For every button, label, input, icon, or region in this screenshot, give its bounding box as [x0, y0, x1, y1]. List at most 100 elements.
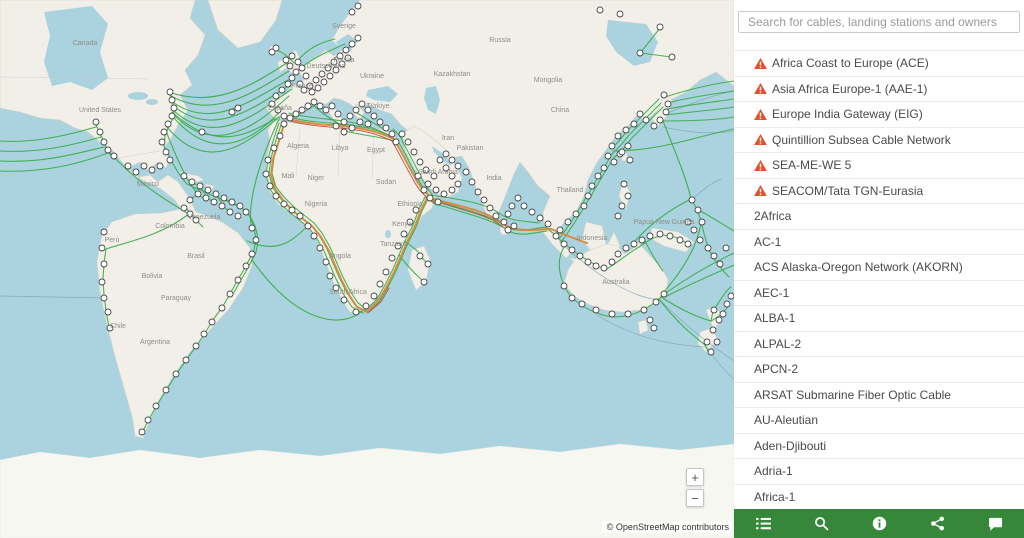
landing-station-dot[interactable]: [272, 44, 280, 52]
cable-path[interactable]: [298, 38, 336, 60]
toolbar-search-button[interactable]: [808, 514, 835, 533]
cable-path[interactable]: [173, 95, 290, 136]
landing-station-dot[interactable]: [578, 300, 586, 308]
landing-station-dot[interactable]: [704, 244, 712, 252]
landing-station-dot[interactable]: [514, 194, 522, 202]
landing-station-dot[interactable]: [170, 104, 178, 112]
landing-station-dot[interactable]: [304, 222, 312, 230]
landing-station-dot[interactable]: [614, 250, 622, 258]
landing-station-dot[interactable]: [316, 244, 324, 252]
cable-path[interactable]: [640, 52, 672, 58]
landing-station-dot[interactable]: [656, 230, 664, 238]
cable-path[interactable]: [249, 116, 281, 231]
landing-station-dot[interactable]: [358, 100, 366, 108]
landing-station-dot[interactable]: [486, 204, 494, 212]
landing-station-dot[interactable]: [426, 194, 434, 202]
cable-path[interactable]: [105, 213, 190, 250]
cable-path[interactable]: [172, 88, 293, 129]
landing-station-dot[interactable]: [600, 264, 608, 272]
landing-station-dot[interactable]: [715, 316, 723, 324]
landing-station-dot[interactable]: [106, 324, 114, 332]
cable-path[interactable]: [640, 27, 661, 53]
landing-station-dot[interactable]: [492, 212, 500, 220]
cable-path[interactable]: [664, 264, 734, 298]
world-map[interactable]: Canada United States México Brasil Perú Boliv…: [0, 0, 734, 538]
landing-station-dot[interactable]: [544, 220, 552, 228]
landing-station-dot[interactable]: [228, 198, 236, 206]
landing-station-dot[interactable]: [690, 226, 698, 234]
landing-station-dot[interactable]: [618, 202, 626, 210]
landing-station-dot[interactable]: [348, 40, 356, 48]
landing-station-dot[interactable]: [608, 142, 616, 150]
cable-list-item[interactable]: ALPAL-2: [734, 332, 1024, 357]
landing-station-dot[interactable]: [100, 260, 108, 268]
landing-station-dot[interactable]: [242, 262, 250, 270]
cable-path[interactable]: [368, 287, 390, 313]
landing-station-dot[interactable]: [594, 172, 602, 180]
landing-station-dot[interactable]: [642, 116, 650, 124]
cable-path[interactable]: [666, 98, 734, 110]
cable-path[interactable]: [108, 151, 188, 214]
landing-station-dot[interactable]: [194, 190, 202, 198]
cable-path[interactable]: [696, 208, 734, 232]
landing-station-dot[interactable]: [398, 130, 406, 138]
landing-station-dot[interactable]: [684, 218, 692, 226]
landing-station-dot[interactable]: [448, 186, 456, 194]
landing-station-dot[interactable]: [298, 64, 306, 72]
landing-station-dot[interactable]: [300, 86, 308, 94]
landing-station-dot[interactable]: [268, 100, 276, 108]
landing-station-dot[interactable]: [208, 318, 216, 326]
cable-path[interactable]: [0, 152, 109, 172]
landing-station-dot[interactable]: [282, 56, 290, 64]
cable-list-item[interactable]: AU-Aleutian: [734, 408, 1024, 434]
landing-station-dot[interactable]: [668, 53, 676, 61]
landing-station-dot[interactable]: [220, 194, 228, 202]
cable-path[interactable]: [662, 222, 702, 294]
landing-station-dot[interactable]: [719, 310, 727, 318]
landing-station-dot[interactable]: [296, 80, 304, 88]
landing-station-dot[interactable]: [422, 166, 430, 174]
landing-station-dot[interactable]: [340, 128, 348, 136]
landing-station-dot[interactable]: [424, 180, 432, 188]
landing-station-dot[interactable]: [280, 200, 288, 208]
landing-station-dot[interactable]: [342, 46, 350, 54]
cable-path[interactable]: [644, 240, 664, 272]
landing-station-dot[interactable]: [556, 226, 564, 234]
cable-path[interactable]: [612, 102, 662, 154]
cable-path[interactable]: [367, 198, 429, 314]
landing-station-dot[interactable]: [404, 138, 412, 146]
landing-station-dot[interactable]: [412, 206, 420, 214]
landing-station-dot[interactable]: [236, 202, 244, 210]
landing-station-dot[interactable]: [662, 108, 670, 116]
landing-station-dot[interactable]: [703, 338, 711, 346]
landing-station-dot[interactable]: [420, 186, 428, 194]
landing-station-dot[interactable]: [710, 252, 718, 260]
landing-station-dot[interactable]: [186, 210, 194, 218]
landing-station-dot[interactable]: [656, 23, 664, 31]
osm-attribution-link[interactable]: © OpenStreetMap contributors: [606, 522, 729, 532]
landing-station-dot[interactable]: [306, 82, 314, 90]
landing-station-dot[interactable]: [618, 148, 626, 156]
cable-path[interactable]: [0, 126, 97, 142]
landing-station-dot[interactable]: [160, 128, 168, 136]
landing-station-dot[interactable]: [302, 72, 310, 80]
cable-path[interactable]: [596, 314, 706, 348]
cable-path[interactable]: [171, 111, 280, 138]
landing-station-dot[interactable]: [218, 304, 226, 312]
cable-path[interactable]: [344, 130, 396, 142]
landing-station-dot[interactable]: [588, 182, 596, 190]
landing-station-dot[interactable]: [202, 194, 210, 202]
cable-path[interactable]: [0, 295, 107, 299]
landing-station-dot[interactable]: [650, 324, 658, 332]
landing-station-dot[interactable]: [276, 132, 284, 140]
landing-station-dot[interactable]: [364, 106, 372, 114]
landing-station-dot[interactable]: [110, 152, 118, 160]
landing-station-dot[interactable]: [162, 386, 170, 394]
landing-station-dot[interactable]: [382, 124, 390, 132]
landing-station-dot[interactable]: [620, 180, 628, 188]
landing-station-dot[interactable]: [536, 214, 544, 222]
cable-list-item[interactable]: ARSAT Submarine Fiber Optic Cable: [734, 383, 1024, 408]
landing-station-dot[interactable]: [348, 124, 356, 132]
cable-path[interactable]: [606, 246, 640, 270]
cable-path[interactable]: [660, 300, 734, 362]
